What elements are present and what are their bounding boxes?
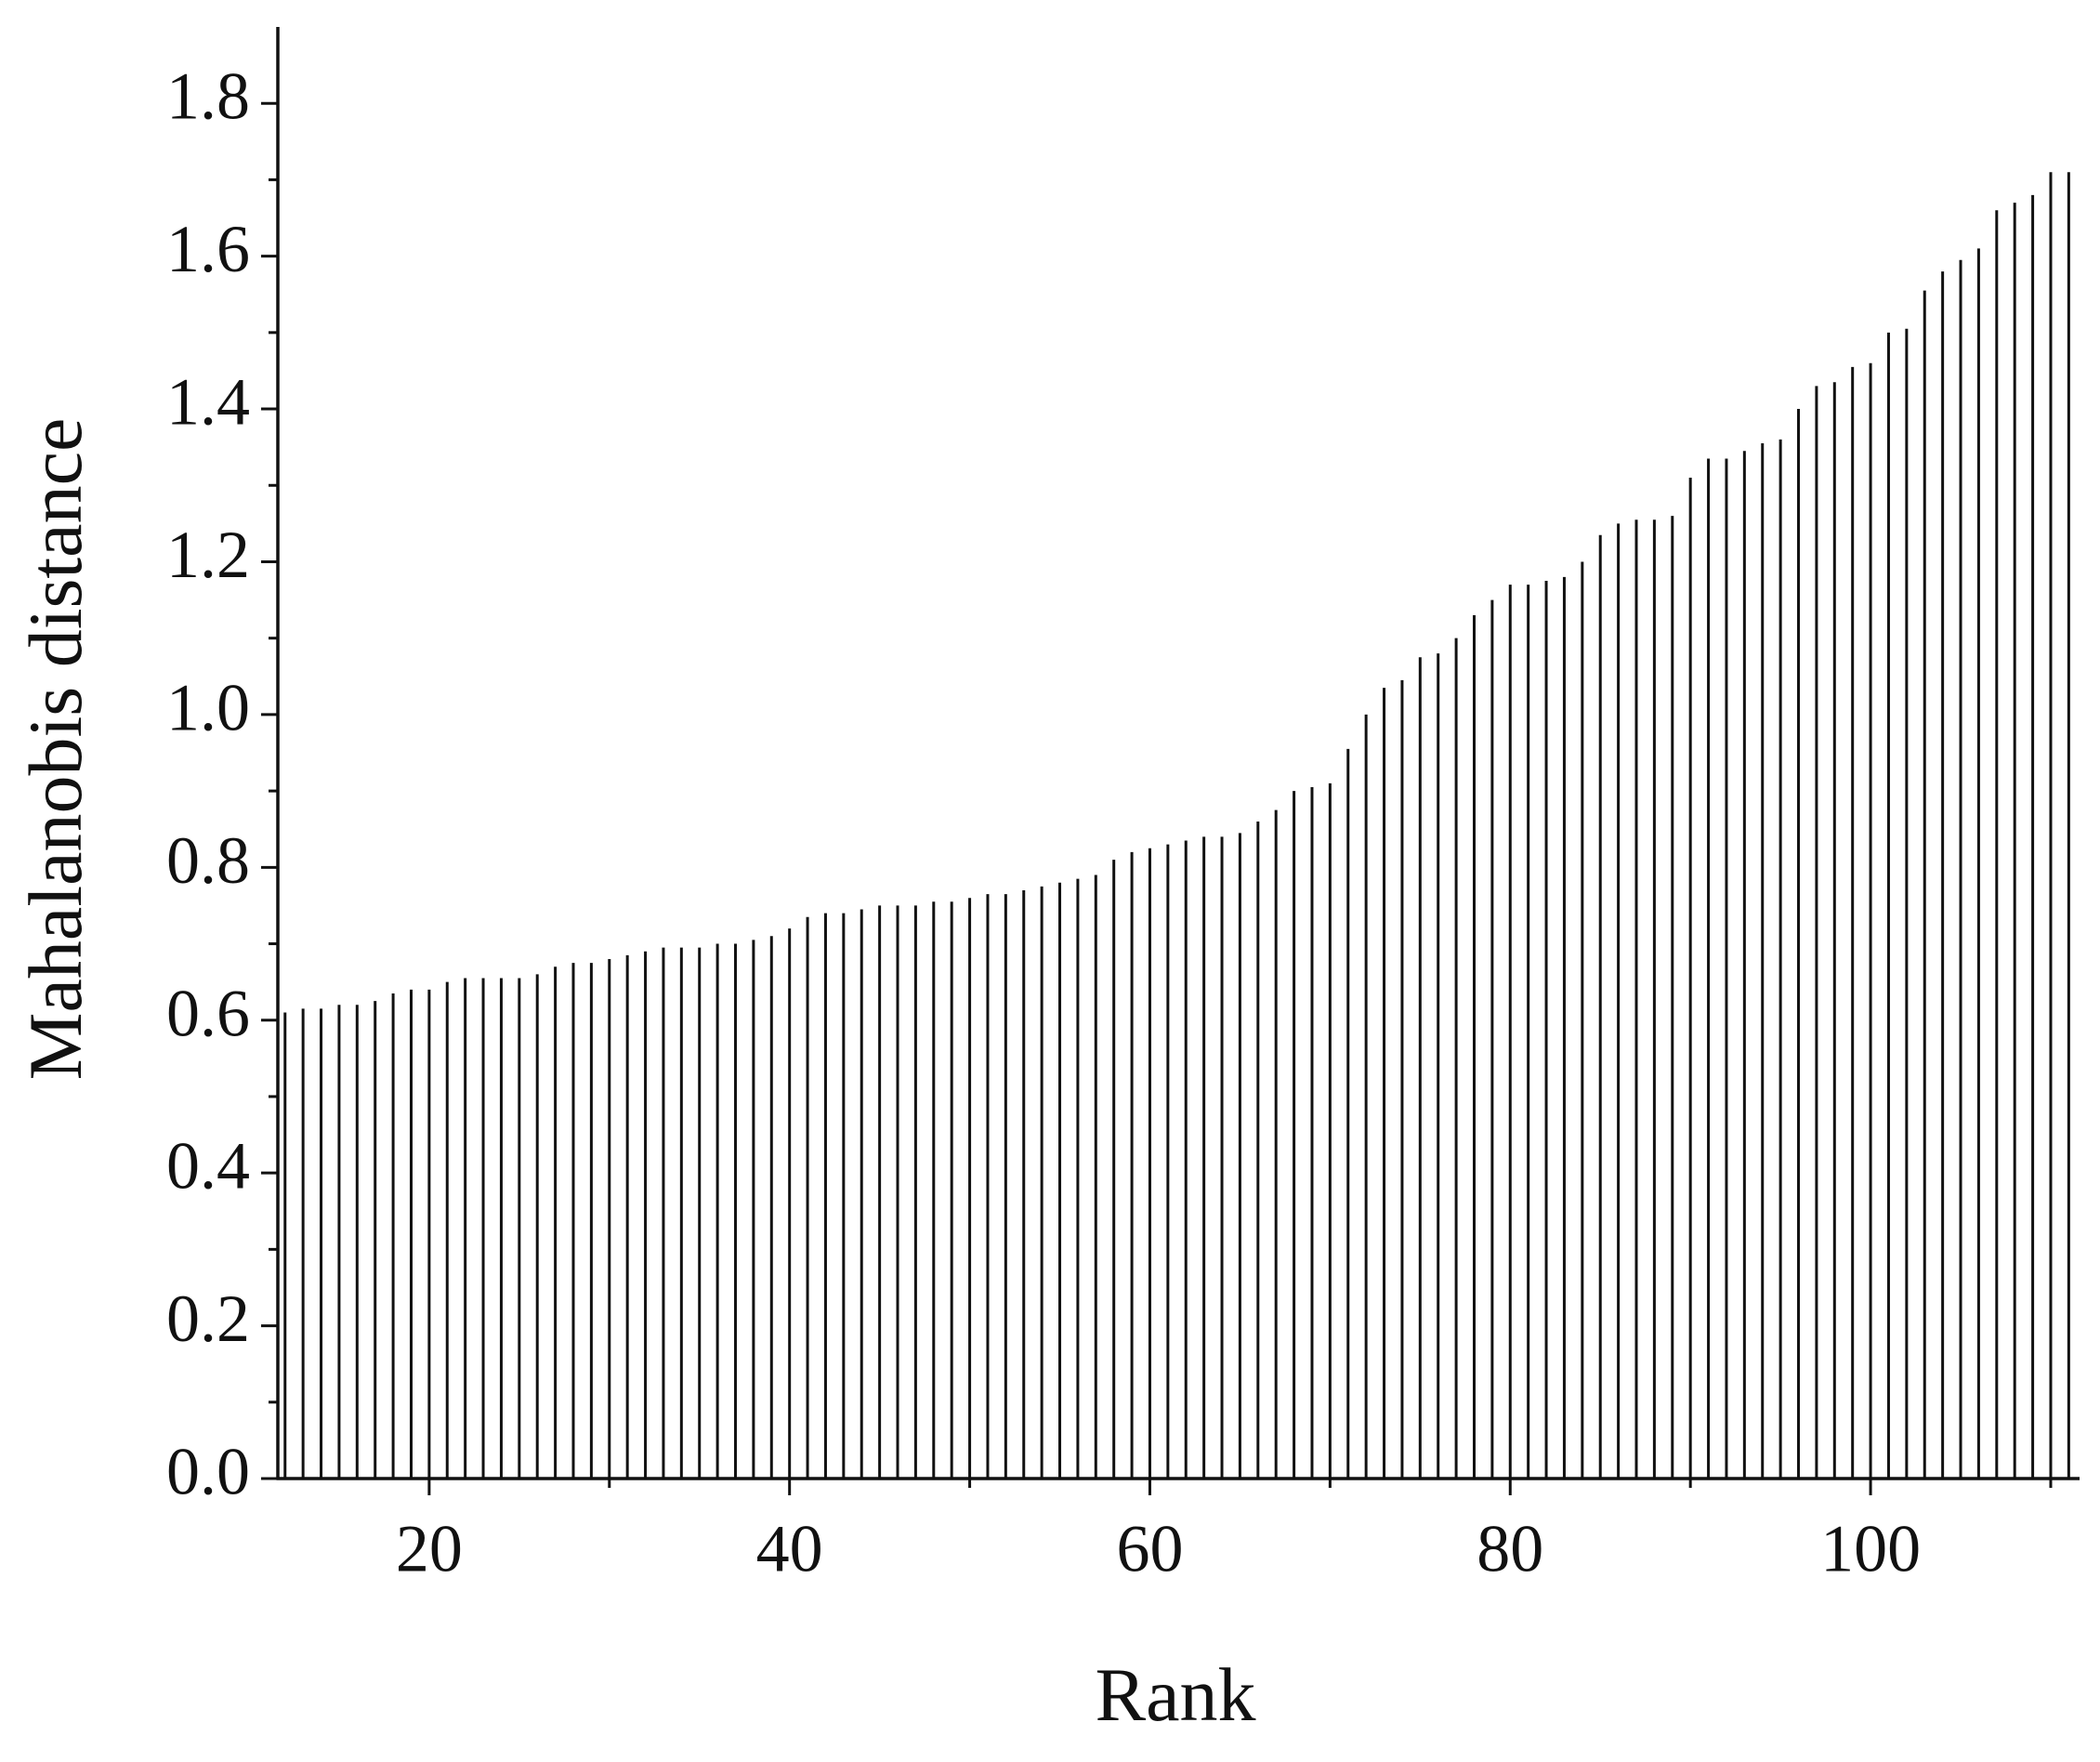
- y-tick-label: 1.0: [166, 670, 250, 744]
- y-tick-label: 1.8: [166, 59, 250, 134]
- y-tick-label: 0.2: [166, 1282, 250, 1356]
- x-tick-label: 40: [756, 1512, 823, 1586]
- y-tick-label: 1.4: [166, 365, 250, 440]
- x-axis-title: Rank: [1095, 1652, 1255, 1737]
- y-tick-label: 0.4: [166, 1129, 250, 1203]
- x-tick-label: 60: [1116, 1512, 1183, 1586]
- y-tick-label: 0.0: [166, 1435, 250, 1509]
- x-tick-label: 80: [1477, 1512, 1543, 1586]
- x-tick-label: 100: [1820, 1512, 1921, 1586]
- y-tick-label: 0.8: [166, 823, 250, 898]
- y-axis-title: Mahalanobis distance: [13, 418, 98, 1081]
- y-tick-label: 1.2: [166, 518, 250, 592]
- y-tick-label: 0.6: [166, 976, 250, 1050]
- y-tick-label: 1.6: [166, 212, 250, 286]
- x-tick-label: 20: [396, 1512, 463, 1586]
